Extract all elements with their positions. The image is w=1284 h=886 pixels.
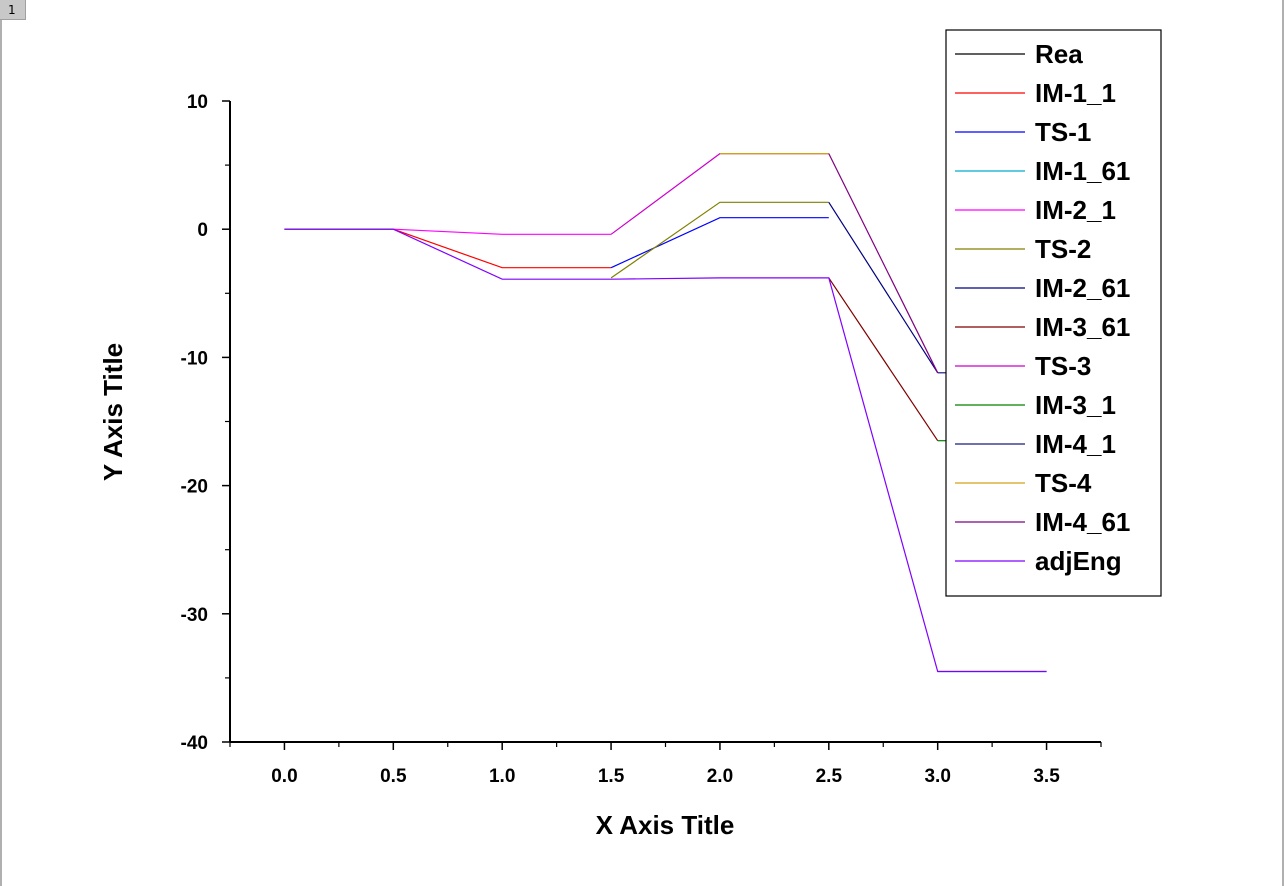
legend-label-im-4-61: IM-4_61 [1035,507,1130,537]
legend-label-im-4-1: IM-4_1 [1035,429,1116,459]
series-line-ts-1 [610,217,829,269]
series-line-im-3-61 [828,277,939,442]
series-line-im-2-61 [828,201,939,374]
x-axis-title: X Axis Title [596,810,735,840]
y-axis-title: Y Axis Title [98,343,128,481]
x-tick-label: 2.0 [707,766,733,787]
series-line-im-1-1 [393,228,612,269]
legend-label-rea: Rea [1035,39,1083,69]
page-tab-label: 1 [8,3,16,17]
legend-label-im-2-61: IM-2_61 [1035,273,1130,303]
y-tick-label: -40 [181,733,208,754]
tick-labels: 0.0 0.5 1.0 1.5 2.0 2.5 3.0 3.5 10 0 -10 -20 -30 -40 [181,92,1061,787]
window-right-edge [1282,0,1284,886]
legend-label-ts-2: TS-2 [1035,234,1091,264]
x-tick-label: 0.5 [380,766,407,787]
x-tick-label: 1.0 [489,766,515,787]
y-tick-label: 10 [187,92,208,113]
x-tick-label: 3.5 [1033,766,1060,787]
legend-label-im-3-61: IM-3_61 [1035,312,1130,342]
legend-label-im-3-1: IM-3_1 [1035,390,1116,420]
window-left-edge [0,20,2,886]
legend-box [945,29,1162,597]
legend-label-im-1-1: IM-1_1 [1035,78,1116,108]
x-tick-label: 3.0 [924,766,950,787]
series-line-im-2-1 [393,228,612,235]
x-tick-label: 0.0 [271,766,297,787]
series-line-ts-2 [610,201,829,279]
legend-label-adjeng: adjEng [1035,546,1122,576]
series-line-im-4-61 [828,153,939,374]
legend-label-im-2-1: IM-2_1 [1035,195,1116,225]
y-tick-label: -20 [181,477,208,498]
y-tick-label: 0 [197,220,208,241]
axes [222,100,1102,750]
y-tick-label: -10 [181,348,208,369]
series-line-adjeng [284,228,1047,673]
series-line-ts-3 [610,153,829,235]
legend: Rea IM-1_1 TS-1 IM-1_61 IM-2_1 TS-2 IM-2_61 IM-… [945,29,1162,597]
legend-label-ts-1: TS-1 [1035,117,1091,147]
legend-label-im-1-61: IM-1_61 [1035,156,1130,186]
legend-label-ts-4: TS-4 [1035,468,1092,498]
x-tick-label: 2.5 [816,766,843,787]
x-tick-label: 1.5 [598,766,625,787]
legend-label-ts-3: TS-3 [1035,351,1091,381]
page-tab[interactable]: 1 [0,0,26,20]
series-lines [284,153,1047,673]
y-tick-label: -30 [181,605,208,626]
